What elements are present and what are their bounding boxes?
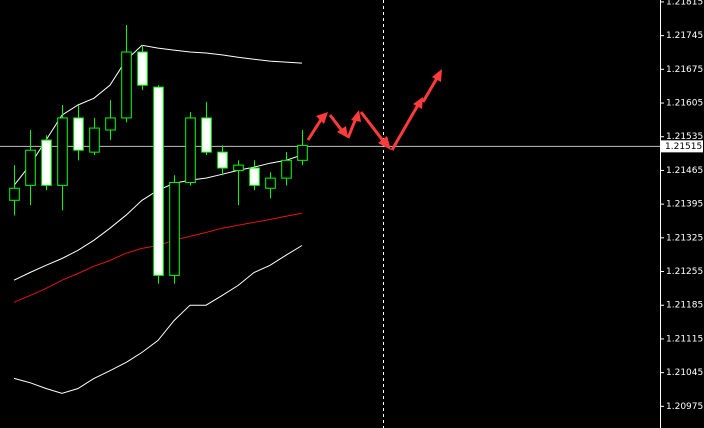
candle-body (217, 151, 228, 169)
candle-body (25, 149, 36, 186)
candle-body (41, 139, 52, 186)
y-tick-label: 1.21045 (666, 368, 703, 378)
y-tick-label: 1.21605 (666, 99, 703, 109)
candle-body (73, 117, 84, 151)
axis-labels: 1.21815 1.21745 1.21675 1.21605 1.21535 1.214… (660, 0, 703, 412)
y-tick-label: 1.21395 (666, 200, 703, 210)
y-tick-label: 1.21255 (666, 267, 703, 277)
y-tick-label: 1.21745 (666, 31, 703, 41)
candle-body (9, 187, 20, 201)
candle-body (281, 159, 292, 179)
y-tick-label: 1.21815 (666, 0, 703, 7)
candle-body (57, 117, 68, 186)
arrow (346, 117, 358, 139)
y-tick-label: 1.21115 (666, 334, 703, 344)
candle-body (297, 144, 308, 161)
candle-body (137, 51, 148, 86)
candle-body (233, 164, 244, 171)
plot (0, 25, 660, 394)
arrow (306, 117, 324, 141)
arrow-head (351, 110, 361, 122)
arrow (421, 77, 439, 103)
candle-body (153, 86, 164, 276)
current-price-label: 1.21515 (665, 142, 702, 152)
candle-body (185, 117, 196, 183)
candle-body (249, 167, 260, 186)
indicator-line (13, 245, 303, 394)
candle-body (169, 181, 180, 276)
arrow-head (432, 69, 442, 82)
candle-body (265, 177, 276, 189)
y-tick-label: 1.21535 (666, 132, 703, 142)
arrow-head (337, 126, 348, 138)
candle-body (201, 117, 212, 153)
arrow-head (316, 112, 328, 124)
arrow (390, 104, 420, 151)
y-tick-label: 1.21325 (666, 233, 703, 243)
arrow (359, 111, 386, 143)
arrow-head (413, 97, 423, 109)
candle-body (121, 51, 132, 119)
y-tick-label: 1.20975 (666, 402, 703, 412)
y-tick-label: 1.21675 (666, 65, 703, 75)
y-tick-label: 1.21185 (666, 301, 703, 311)
current-price-box (661, 140, 703, 153)
arrow-head (378, 136, 391, 150)
y-tick-label: 1.21465 (666, 166, 703, 176)
forecast-arrows (306, 69, 442, 151)
candle-body (89, 127, 100, 153)
arrow (328, 114, 345, 133)
candle-body (105, 117, 116, 131)
